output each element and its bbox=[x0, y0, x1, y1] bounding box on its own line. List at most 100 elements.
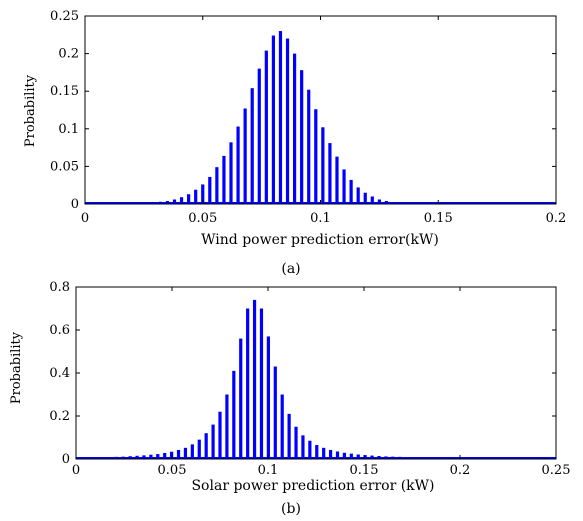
x-tick-label-solar: 0.1 bbox=[258, 463, 279, 478]
bar-solar bbox=[377, 455, 381, 459]
bar-solar bbox=[156, 454, 160, 459]
x-axis-label-solar: Solar power prediction error (kW) bbox=[191, 478, 434, 494]
bar-solar bbox=[163, 452, 167, 459]
bar-wind bbox=[278, 31, 283, 205]
y-tick-label-solar: 0.4 bbox=[49, 366, 70, 381]
bar-wind bbox=[257, 68, 261, 204]
bar-solar bbox=[190, 444, 194, 459]
bar-solar bbox=[149, 454, 153, 459]
bar-solar bbox=[439, 457, 443, 459]
bar-solar bbox=[239, 338, 243, 459]
bar-solar bbox=[107, 457, 112, 459]
bar-wind bbox=[172, 199, 177, 204]
bar-solar bbox=[432, 457, 436, 459]
bar-solar bbox=[252, 299, 257, 459]
bar-wind bbox=[229, 142, 233, 204]
bar-solar bbox=[128, 456, 132, 459]
y-tick-label-solar: 0.6 bbox=[49, 323, 70, 338]
y-tick-label-solar: 0 bbox=[62, 452, 70, 467]
bar-solar bbox=[183, 447, 188, 459]
panel-label-b: (b) bbox=[281, 501, 301, 517]
bar-wind bbox=[222, 155, 226, 204]
bar-wind bbox=[201, 184, 205, 204]
bar-solar bbox=[280, 394, 284, 459]
bar-solar bbox=[204, 433, 208, 459]
bar-solar bbox=[259, 308, 264, 459]
plot-frame-solar bbox=[75, 286, 557, 460]
bar-solar bbox=[225, 394, 229, 459]
bar-wind bbox=[292, 53, 297, 204]
y-tick-label-wind: 0.2 bbox=[58, 47, 79, 62]
bar-solar bbox=[266, 336, 270, 459]
bar-solar bbox=[335, 451, 340, 459]
bar-wind bbox=[363, 192, 367, 204]
bar-solar bbox=[232, 370, 236, 459]
plot-frame-wind bbox=[84, 15, 557, 205]
bar-solar bbox=[418, 457, 423, 459]
bar-solar bbox=[197, 439, 201, 459]
bar-solar bbox=[356, 454, 360, 459]
bar-solar bbox=[384, 456, 388, 459]
x-tick-label-wind: 0.2 bbox=[546, 211, 567, 226]
bar-wind bbox=[158, 201, 162, 204]
bar-solar bbox=[287, 413, 291, 459]
bar-wind bbox=[179, 197, 184, 204]
x-tick-label-solar: 0.05 bbox=[158, 463, 187, 478]
bar-wind bbox=[151, 202, 155, 204]
bar-solar bbox=[363, 455, 367, 459]
y-tick-label-wind: 0.05 bbox=[50, 159, 79, 174]
bar-solar bbox=[370, 455, 374, 459]
chart-panel-solar: Probability Solar power prediction error… bbox=[9, 280, 570, 517]
x-tick-label-solar: 0.2 bbox=[450, 463, 471, 478]
y-axis-label-wind: Probability bbox=[23, 74, 38, 147]
bar-solar bbox=[80, 457, 84, 459]
y-tick-label-solar: 0.2 bbox=[49, 409, 70, 424]
x-tick-label-wind: 0.15 bbox=[424, 211, 453, 226]
y-tick-label-wind: 0.25 bbox=[50, 9, 79, 24]
y-tick-label-wind: 0.1 bbox=[58, 122, 79, 137]
bar-solar bbox=[211, 424, 215, 459]
bar-solar bbox=[142, 455, 146, 459]
bar-wind bbox=[321, 127, 325, 204]
bar-wind bbox=[328, 143, 332, 204]
bar-wind bbox=[356, 187, 360, 204]
x-tick-label-solar: 0.15 bbox=[350, 463, 379, 478]
y-tick-label-wind: 0 bbox=[71, 197, 79, 212]
x-axis-label-wind: Wind power prediction error(kW) bbox=[201, 232, 439, 248]
bar-wind bbox=[370, 196, 374, 204]
x-tick-label-wind: 0.1 bbox=[310, 211, 331, 226]
x-tick-label-wind: 0 bbox=[81, 211, 89, 226]
bar-wind bbox=[243, 108, 247, 204]
bar-solar bbox=[425, 457, 429, 459]
bar-solar bbox=[349, 453, 353, 459]
bar-wind bbox=[250, 88, 254, 204]
bar-solar bbox=[93, 457, 98, 459]
bar-solar bbox=[100, 457, 105, 459]
bar-wind bbox=[384, 200, 389, 204]
bar-solar bbox=[273, 366, 277, 459]
bar-solar bbox=[218, 411, 222, 459]
bar-solar bbox=[121, 456, 125, 459]
bar-solar bbox=[308, 440, 312, 459]
bar-wind bbox=[377, 199, 381, 204]
bar-solar bbox=[328, 449, 333, 459]
bar-solar bbox=[411, 457, 416, 459]
bar-wind bbox=[391, 202, 396, 204]
bar-wind bbox=[335, 156, 339, 204]
bar-wind bbox=[300, 70, 304, 204]
bar-solar bbox=[315, 445, 319, 459]
bar-solar bbox=[446, 457, 450, 459]
bar-solar bbox=[398, 456, 402, 459]
bar-wind bbox=[342, 169, 346, 204]
panel-label-a: (a) bbox=[281, 261, 300, 277]
bar-wind bbox=[271, 35, 275, 204]
bar-solar bbox=[246, 308, 250, 459]
bar-solar bbox=[322, 447, 326, 459]
bar-wind bbox=[165, 200, 170, 204]
bar-solar bbox=[176, 449, 181, 459]
bar-wind bbox=[349, 179, 353, 204]
bar-solar bbox=[342, 452, 347, 459]
bar-solar bbox=[405, 457, 409, 459]
bar-solar bbox=[87, 457, 91, 459]
